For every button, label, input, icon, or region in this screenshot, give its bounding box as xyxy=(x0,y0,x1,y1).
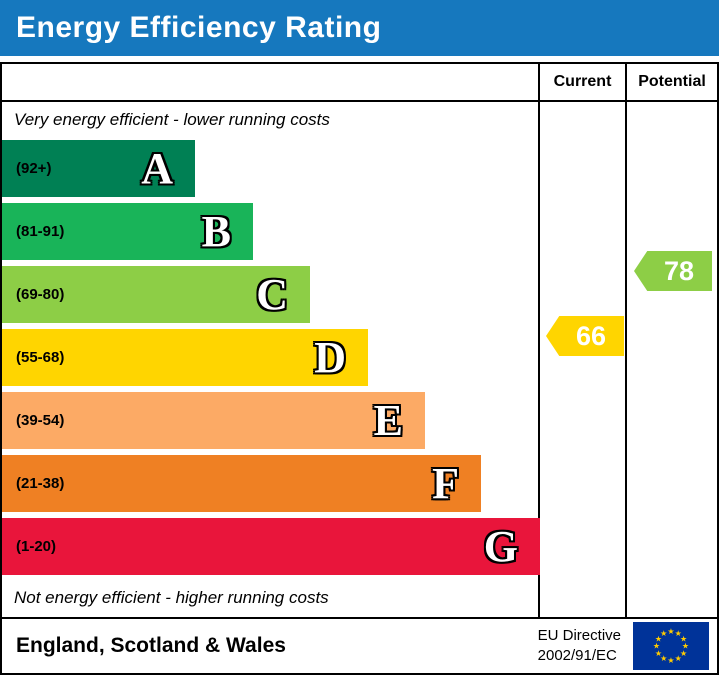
band-range-label: (69-80) xyxy=(16,286,65,303)
region-label: England, Scotland & Wales xyxy=(16,634,286,657)
svg-text:★: ★ xyxy=(660,629,667,638)
band-range-label: (55-68) xyxy=(16,349,65,366)
band-letter: E xyxy=(373,396,403,445)
rating-chart: Current Potential Very energy efficient … xyxy=(0,62,719,619)
band-letter: B xyxy=(201,207,231,256)
band-letter: F xyxy=(432,459,459,508)
svg-text:★: ★ xyxy=(682,642,689,651)
band-row-b: (81-91) B xyxy=(2,203,540,266)
band-range-label: (1-20) xyxy=(16,538,57,555)
band-range-label: (39-54) xyxy=(16,412,65,429)
potential-rating-arrow: 78 xyxy=(634,251,712,291)
band-row-g: (1-20) G xyxy=(2,518,540,581)
band-bar-g: (1-20) G xyxy=(2,518,540,575)
band-bar-e: (39-54) E xyxy=(2,392,425,449)
svg-text:★: ★ xyxy=(655,649,662,658)
band-range-label: (92+) xyxy=(16,160,52,177)
header-row-divider xyxy=(2,100,717,102)
potential-column-header: Potential xyxy=(638,73,706,90)
band-row-f: (21-38) F xyxy=(2,455,540,518)
band-bar-c: (69-80) C xyxy=(2,266,310,323)
current-column-header: Current xyxy=(553,73,612,90)
eu-directive-line2: 2002/91/EC xyxy=(537,647,617,664)
band-letter: D xyxy=(314,333,346,382)
bands: (92+) A (81-91) B (69-80) C (55-68) D (39-54) E (2… xyxy=(2,140,540,581)
svg-text:★: ★ xyxy=(655,634,662,643)
eu-flag-icon: ★ ★ ★ ★ ★ ★ ★ ★ ★ ★ ★ ★ xyxy=(633,622,709,670)
band-bar-b: (81-91) B xyxy=(2,203,253,260)
svg-text:★: ★ xyxy=(660,654,667,663)
band-bar-d: (55-68) D xyxy=(2,329,368,386)
top-note: Very energy efficient - lower running co… xyxy=(14,110,330,129)
band-row-c: (69-80) C xyxy=(2,266,540,329)
svg-text:★: ★ xyxy=(680,634,687,643)
band-bar-f: (21-38) F xyxy=(2,455,481,512)
svg-text:★: ★ xyxy=(667,627,674,636)
column-divider-current xyxy=(538,64,540,617)
band-row-e: (39-54) E xyxy=(2,392,540,455)
svg-text:★: ★ xyxy=(653,642,660,651)
column-divider-potential xyxy=(625,64,627,617)
band-row-d: (55-68) D xyxy=(2,329,540,392)
band-letter: C xyxy=(256,270,288,319)
potential-rating-value: 78 xyxy=(663,255,695,286)
band-letter: A xyxy=(141,144,173,193)
svg-text:★: ★ xyxy=(667,656,674,665)
svg-text:★: ★ xyxy=(680,649,687,658)
current-rating-value: 66 xyxy=(575,320,607,351)
footer: England, Scotland & Wales EU Directive 2… xyxy=(0,617,719,675)
band-range-label: (81-91) xyxy=(16,223,65,240)
eu-directive-line1: EU Directive xyxy=(537,627,621,644)
bottom-note: Not energy efficient - higher running co… xyxy=(14,588,329,607)
page-title: Energy Efficiency Rating xyxy=(16,11,382,44)
band-row-a: (92+) A xyxy=(2,140,540,203)
band-letter: G xyxy=(483,522,518,571)
eu-directive-label: EU Directive 2002/91/EC xyxy=(538,626,621,666)
band-bar-a: (92+) A xyxy=(2,140,195,197)
svg-text:★: ★ xyxy=(675,654,682,663)
svg-text:★: ★ xyxy=(675,629,682,638)
band-range-label: (21-38) xyxy=(16,475,65,492)
title-bar: Energy Efficiency Rating xyxy=(0,0,719,56)
current-rating-arrow: 66 xyxy=(546,316,624,356)
